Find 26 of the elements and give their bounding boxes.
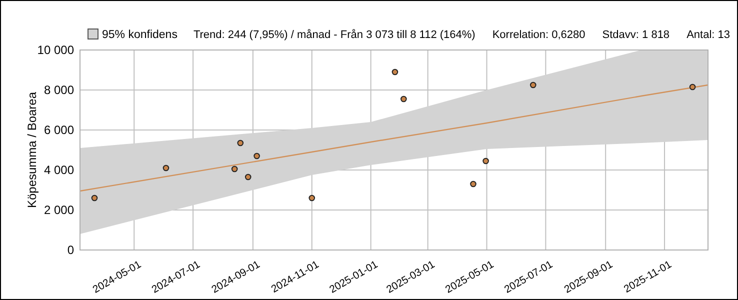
text: Korrelation: 0,6280 (492, 29, 586, 41)
y-tick-label: 0 (67, 243, 74, 257)
y-tick-label: 2 000 (44, 203, 74, 217)
point (237, 140, 244, 146)
text: Trend: 244 (7,95%) / månad - Från 3 073 till 8 112 (164%) (193, 29, 476, 41)
point (231, 166, 238, 172)
point (530, 82, 536, 88)
text: Antal: 13 (686, 29, 730, 41)
point (689, 84, 696, 90)
text: 95% konfidens (102, 29, 178, 41)
y-tick-label: 4 000 (44, 163, 74, 177)
y-tick-label: 8 000 (44, 83, 74, 97)
point (400, 96, 407, 102)
y-tick-label: 6 000 (44, 123, 74, 137)
point (470, 180, 476, 188)
y-tick-label: 10 000 (37, 43, 74, 57)
point (91, 194, 98, 202)
point (482, 158, 489, 164)
line-series (80, 84, 708, 192)
text: Stdavv: 1 818 (602, 29, 670, 41)
point (244, 174, 252, 180)
point (308, 194, 316, 202)
point (162, 164, 170, 172)
y-axis-title: Köpesumma / Boarea (25, 92, 39, 208)
point (392, 68, 398, 76)
point (254, 152, 260, 160)
